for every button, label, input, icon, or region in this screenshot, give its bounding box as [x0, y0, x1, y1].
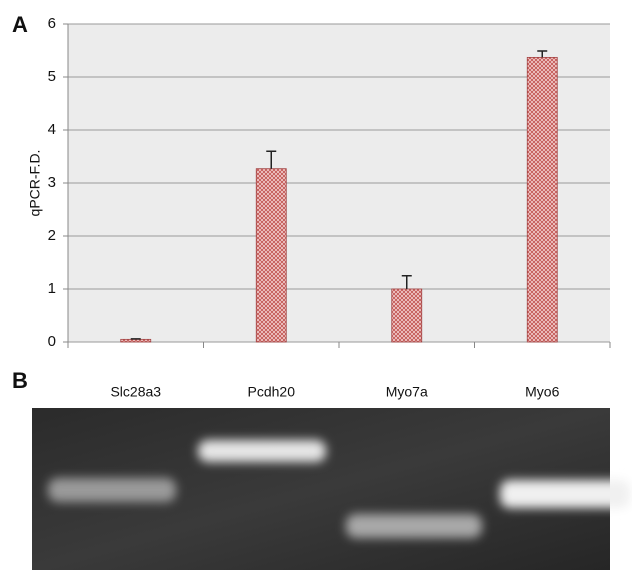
y-tick-label: 4	[48, 121, 56, 138]
panel-label: B	[12, 368, 28, 393]
error-bar	[130, 338, 141, 340]
lane-label: Slc28a3	[110, 384, 161, 400]
y-tick-label: 6	[48, 15, 56, 32]
bar	[255, 168, 287, 343]
y-tick-label: 3	[48, 174, 56, 191]
y-axis-label: qPCR-F.D.	[27, 150, 43, 217]
error-bar	[401, 275, 412, 289]
bar	[526, 56, 558, 343]
lane-label: Myo7a	[386, 384, 428, 400]
bar	[391, 288, 423, 343]
error-bar	[266, 150, 277, 169]
error-bar	[537, 50, 548, 58]
y-tick-label: 5	[48, 68, 56, 85]
y-tick-label: 0	[48, 333, 56, 350]
gel-band	[346, 514, 482, 538]
gel-image	[32, 408, 630, 570]
gel-band	[500, 480, 630, 508]
gel-band	[198, 440, 326, 462]
gel-band	[48, 478, 176, 502]
y-tick-label: 2	[48, 227, 56, 244]
y-tick-label: 1	[48, 280, 56, 297]
lane-label: Myo6	[525, 384, 559, 400]
lane-label: Pcdh20	[248, 384, 296, 400]
panel-label: A	[12, 12, 28, 37]
bar	[120, 338, 152, 343]
